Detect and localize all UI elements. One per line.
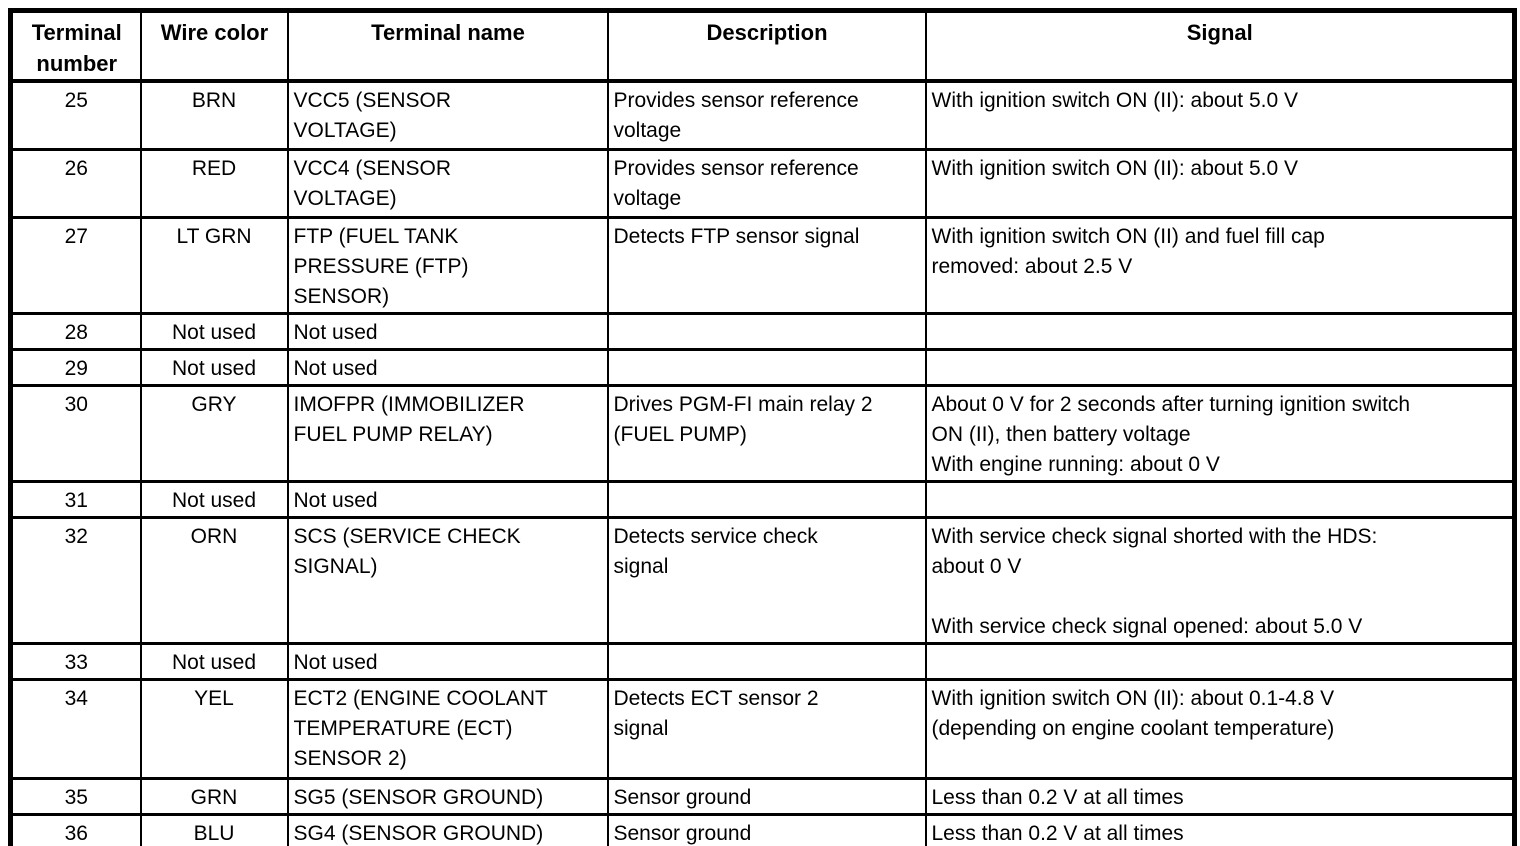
table-row: 34 YEL ECT2 (ENGINE COOLANT TEMPERATURE … (9, 677, 1516, 780)
table-row: 26 RED VCC4 (SENSOR VOLTAGE) Provides se… (9, 147, 1516, 219)
cell-description: Detects ECT sensor 2 signal (606, 677, 927, 780)
cell-terminal-number: 26 (9, 147, 142, 219)
cell-terminal-number: 33 (9, 641, 142, 681)
column-header-terminal-name: Terminal name (286, 9, 609, 83)
cell-description: Provides sensor reference voltage (606, 79, 927, 151)
cell-terminal-name: Not used (286, 311, 609, 351)
cell-signal: About 0 V for 2 seconds after turning ig… (924, 383, 1516, 483)
cell-signal (924, 347, 1516, 387)
header-row: Terminal number Wire color Terminal name… (9, 9, 1516, 83)
cell-terminal-number: 34 (9, 677, 142, 780)
cell-terminal-name: SG4 (SENSOR GROUND) (286, 812, 609, 846)
cell-description: Sensor ground (606, 812, 927, 846)
cell-wire-color: Not used (139, 641, 289, 681)
cell-signal: With service check signal shorted with t… (924, 515, 1516, 645)
cell-terminal-name: VCC4 (SENSOR VOLTAGE) (286, 147, 609, 219)
cell-signal: With ignition switch ON (II): about 5.0 … (924, 147, 1516, 219)
cell-description: Drives PGM-FI main relay 2 (FUEL PUMP) (606, 383, 927, 483)
cell-terminal-name: SCS (SERVICE CHECK SIGNAL) (286, 515, 609, 645)
column-header-description: Description (606, 9, 927, 83)
cell-description: Provides sensor reference voltage (606, 147, 927, 219)
table-row: 27 LT GRN FTP (FUEL TANK PRESSURE (FTP) … (9, 215, 1516, 315)
cell-terminal-name: SG5 (SENSOR GROUND) (286, 776, 609, 816)
cell-terminal-name: VCC5 (SENSOR VOLTAGE) (286, 79, 609, 151)
cell-terminal-name: Not used (286, 479, 609, 519)
column-header-wire-color: Wire color (139, 9, 289, 83)
table-row: 35 GRN SG5 (SENSOR GROUND) Sensor ground… (9, 776, 1516, 816)
cell-wire-color: Not used (139, 311, 289, 351)
cell-wire-color: BRN (139, 79, 289, 151)
cell-terminal-name: Not used (286, 347, 609, 387)
cell-terminal-number: 36 (9, 812, 142, 846)
cell-signal: With ignition switch ON (II): about 5.0 … (924, 79, 1516, 151)
cell-wire-color: GRY (139, 383, 289, 483)
cell-signal (924, 311, 1516, 351)
cell-signal: With ignition switch ON (II): about 0.1-… (924, 677, 1516, 780)
cell-terminal-number: 32 (9, 515, 142, 645)
cell-description: Detects service check signal (606, 515, 927, 645)
cell-wire-color: YEL (139, 677, 289, 780)
table-row: 28 Not used Not used (9, 311, 1516, 351)
cell-wire-color: ORN (139, 515, 289, 645)
cell-signal: Less than 0.2 V at all times (924, 812, 1516, 846)
table-body: 25 BRN VCC5 (SENSOR VOLTAGE) Provides se… (9, 79, 1516, 846)
cell-wire-color: BLU (139, 812, 289, 846)
cell-wire-color: LT GRN (139, 215, 289, 315)
cell-terminal-number: 31 (9, 479, 142, 519)
cell-terminal-name: ECT2 (ENGINE COOLANT TEMPERATURE (ECT) S… (286, 677, 609, 780)
cell-terminal-number: 28 (9, 311, 142, 351)
cell-description (606, 311, 927, 351)
cell-signal (924, 641, 1516, 681)
table-row: 36 BLU SG4 (SENSOR GROUND) Sensor ground… (9, 812, 1516, 846)
column-header-signal: Signal (924, 9, 1516, 83)
table-row: 32 ORN SCS (SERVICE CHECK SIGNAL) Detect… (9, 515, 1516, 645)
terminal-pinout-table: Terminal number Wire color Terminal name… (8, 8, 1517, 846)
cell-wire-color: Not used (139, 347, 289, 387)
table-row: 33 Not used Not used (9, 641, 1516, 681)
cell-terminal-number: 30 (9, 383, 142, 483)
table-row: 25 BRN VCC5 (SENSOR VOLTAGE) Provides se… (9, 79, 1516, 151)
table-header: Terminal number Wire color Terminal name… (9, 9, 1516, 83)
cell-terminal-number: 29 (9, 347, 142, 387)
cell-description (606, 347, 927, 387)
cell-wire-color: RED (139, 147, 289, 219)
table-row: 30 GRY IMOFPR (IMMOBILIZER FUEL PUMP REL… (9, 383, 1516, 483)
cell-description: Detects FTP sensor signal (606, 215, 927, 315)
cell-description (606, 641, 927, 681)
cell-description (606, 479, 927, 519)
cell-terminal-number: 25 (9, 79, 142, 151)
table-row: 29 Not used Not used (9, 347, 1516, 387)
cell-terminal-name: IMOFPR (IMMOBILIZER FUEL PUMP RELAY) (286, 383, 609, 483)
cell-terminal-name: FTP (FUEL TANK PRESSURE (FTP) SENSOR) (286, 215, 609, 315)
column-header-terminal-number: Terminal number (9, 9, 142, 83)
cell-description: Sensor ground (606, 776, 927, 816)
table-row: 31 Not used Not used (9, 479, 1516, 519)
cell-terminal-name: Not used (286, 641, 609, 681)
cell-signal: With ignition switch ON (II) and fuel fi… (924, 215, 1516, 315)
cell-signal (924, 479, 1516, 519)
cell-terminal-number: 27 (9, 215, 142, 315)
cell-wire-color: GRN (139, 776, 289, 816)
cell-wire-color: Not used (139, 479, 289, 519)
cell-signal: Less than 0.2 V at all times (924, 776, 1516, 816)
cell-terminal-number: 35 (9, 776, 142, 816)
